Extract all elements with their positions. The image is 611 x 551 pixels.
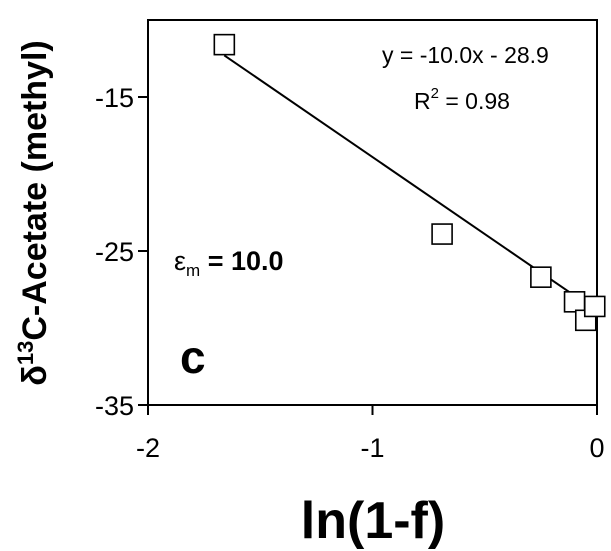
data-point [530,266,552,288]
r-squared-superscript: 2 [431,85,439,102]
epsilon-symbol: ε [174,246,186,276]
r-squared-value: = 0.98 [439,88,510,114]
epsilon-subscript: m [186,261,200,280]
chart-marks [138,33,606,415]
epsilon-annotation: εm = 10.0 [174,246,284,280]
data-point [431,223,453,245]
y-axis-title: δ13C-Acetate (methyl) [13,40,54,386]
panel-label: c [180,331,206,383]
x-axis-title: ln(1-f) [301,492,445,550]
r-squared: R2 = 0.98 [414,85,510,114]
epsilon-value: = 10.0 [200,246,283,276]
y-axis-title-delta: δ [16,365,54,386]
y-axis-title-text: C-Acetate (methyl) [16,40,54,340]
data-point [213,33,236,56]
x-tick-label: -1 [360,433,384,463]
data-point [583,295,606,318]
x-tick-label: 0 [589,433,604,463]
plot-frame [147,19,598,406]
y-tick-label: -35 [95,391,134,421]
y-tick-label: -15 [95,83,134,113]
fit-equation: y = -10.0x - 28.9 [382,42,549,68]
r-squared-label: R [414,88,431,114]
data-point [563,291,586,313]
y-tick-label: -25 [95,237,134,267]
x-tick-label: -2 [136,433,160,463]
y-axis-title-superscript: 13 [13,341,38,365]
